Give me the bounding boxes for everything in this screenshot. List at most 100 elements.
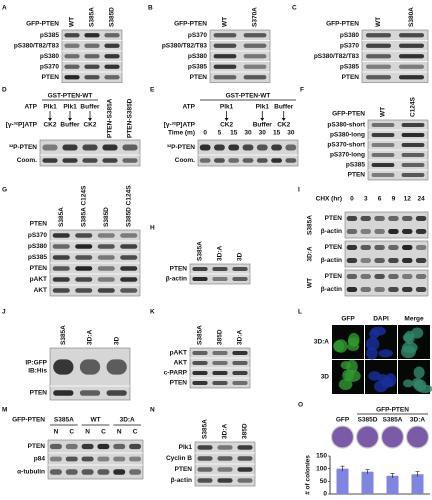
row-label: pS385 bbox=[346, 162, 366, 169]
row-label: PTEN bbox=[325, 273, 343, 280]
band bbox=[97, 255, 115, 260]
band bbox=[192, 267, 208, 271]
band bbox=[212, 361, 228, 365]
arrow-head bbox=[281, 118, 286, 121]
band bbox=[49, 469, 62, 475]
condition: Plk1 bbox=[220, 104, 234, 111]
bar bbox=[386, 475, 399, 494]
row-label: PTEN bbox=[342, 74, 360, 81]
cell bbox=[413, 379, 427, 392]
band bbox=[102, 158, 118, 163]
bar bbox=[336, 468, 349, 494]
band bbox=[346, 274, 358, 279]
band bbox=[346, 258, 358, 263]
header: GFP-PTEN bbox=[326, 21, 359, 28]
band bbox=[398, 64, 425, 69]
band bbox=[97, 277, 115, 282]
band bbox=[52, 233, 70, 238]
lane-label: 3D:A bbox=[217, 246, 224, 261]
lane-label: 3 bbox=[364, 196, 368, 203]
band bbox=[212, 371, 228, 375]
band bbox=[401, 216, 413, 221]
band bbox=[271, 144, 282, 151]
band bbox=[242, 144, 254, 151]
blot bbox=[47, 439, 144, 480]
band bbox=[197, 478, 213, 483]
lane-label: PTEN-S385D bbox=[127, 98, 134, 138]
band bbox=[82, 144, 98, 151]
fraction-label: N bbox=[54, 429, 59, 436]
band bbox=[232, 361, 248, 365]
panel-label: O bbox=[298, 402, 303, 409]
group-label: WT bbox=[90, 417, 100, 424]
lane-label: 9 bbox=[392, 196, 396, 203]
band bbox=[401, 173, 425, 177]
band bbox=[360, 216, 372, 221]
condition: Buffer bbox=[274, 104, 294, 111]
axis-label: # of colonies bbox=[305, 455, 312, 495]
panel-label: C bbox=[292, 5, 297, 12]
band bbox=[42, 144, 58, 151]
band bbox=[113, 456, 126, 462]
row-label: Coom. bbox=[175, 157, 195, 164]
row-label: pAKT bbox=[30, 276, 47, 283]
band bbox=[213, 64, 237, 69]
group-label: S385A bbox=[307, 215, 314, 235]
band bbox=[374, 274, 385, 279]
row-label: β-actin bbox=[321, 228, 342, 235]
band bbox=[97, 288, 115, 293]
band bbox=[120, 255, 138, 260]
band bbox=[401, 123, 425, 127]
lane-label: WT bbox=[380, 107, 387, 117]
band bbox=[360, 258, 372, 263]
row-label: Cyclin B bbox=[166, 455, 192, 462]
row-label: pS380/T82/T83 bbox=[14, 42, 60, 49]
band bbox=[401, 245, 413, 250]
band bbox=[398, 75, 425, 80]
panel-label: E bbox=[150, 87, 155, 94]
lane-label: PTEN-S385A bbox=[107, 98, 114, 138]
band bbox=[214, 158, 225, 163]
cell bbox=[345, 370, 361, 382]
band bbox=[346, 216, 358, 221]
cell bbox=[370, 326, 387, 336]
arrow-head bbox=[260, 118, 265, 121]
condition: CK2 bbox=[277, 122, 290, 129]
lane-label: 3D:A bbox=[410, 417, 425, 424]
band bbox=[371, 133, 395, 137]
band bbox=[52, 244, 70, 249]
lane-label: GFP bbox=[336, 417, 350, 424]
band bbox=[84, 75, 100, 80]
panel-label: A bbox=[2, 5, 7, 12]
lane-label: 0 bbox=[350, 196, 354, 203]
band bbox=[120, 266, 138, 271]
condition: CK2 bbox=[83, 122, 96, 129]
band bbox=[388, 216, 399, 221]
band bbox=[129, 443, 142, 450]
colony-plate bbox=[355, 425, 380, 449]
row-label: Plk1 bbox=[179, 444, 193, 451]
band bbox=[374, 287, 385, 292]
band bbox=[65, 469, 78, 475]
band bbox=[97, 244, 115, 249]
band bbox=[401, 143, 425, 147]
lane-label: 385D bbox=[217, 329, 224, 345]
band bbox=[388, 245, 399, 250]
time: 30 bbox=[259, 130, 267, 137]
band bbox=[212, 381, 228, 385]
row-label: [γ-³²P]ATP bbox=[164, 122, 196, 129]
time: 5 bbox=[218, 130, 222, 137]
group-label: WT bbox=[307, 278, 314, 288]
row-label: pS370 bbox=[188, 32, 208, 39]
band bbox=[192, 361, 208, 365]
row-label: ³²P-PTEN bbox=[9, 144, 37, 151]
cell bbox=[402, 333, 414, 342]
cell bbox=[411, 327, 424, 339]
band bbox=[271, 158, 282, 163]
lane-label: 6 bbox=[378, 196, 382, 203]
panel-label: I bbox=[298, 187, 300, 194]
band bbox=[374, 245, 385, 250]
row-label: [γ-³²P]ATP bbox=[6, 122, 38, 129]
bar bbox=[361, 471, 374, 494]
band bbox=[53, 359, 74, 375]
